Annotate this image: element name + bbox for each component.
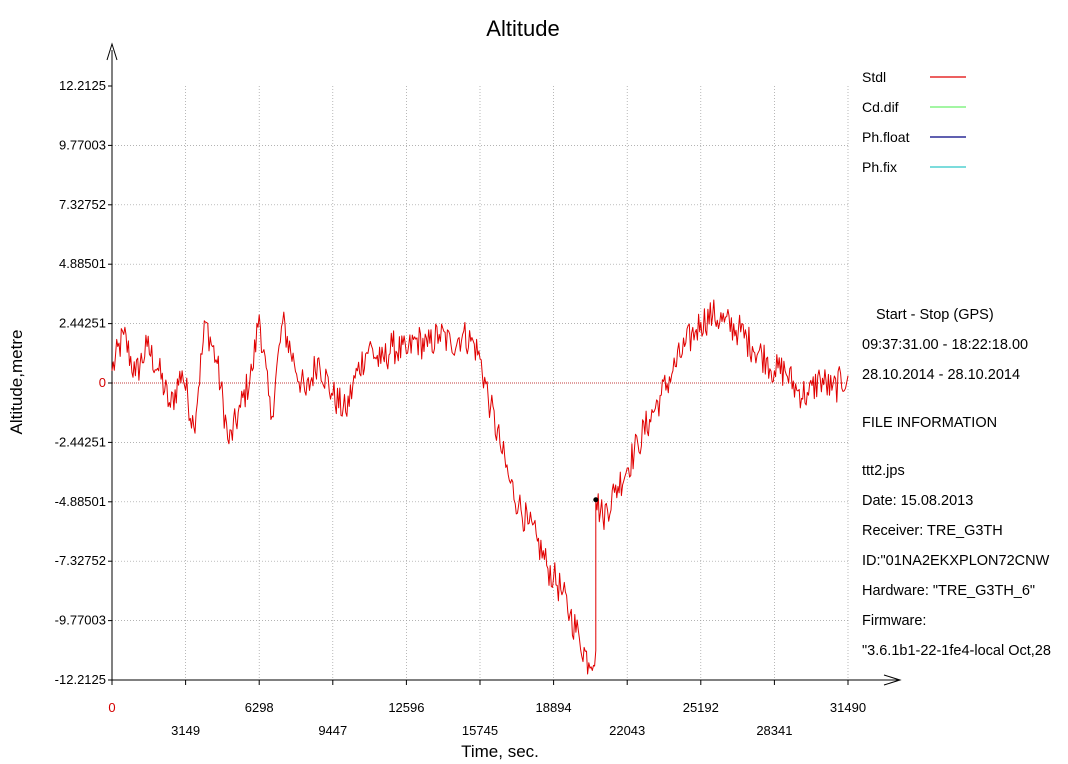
- x-axis-arrow: [883, 674, 902, 686]
- x-tick-label: 28341: [756, 723, 792, 738]
- x-tick-label: 18894: [536, 700, 572, 715]
- y-tick-label: -2.44251: [55, 434, 106, 449]
- y-tick-label: 0: [99, 375, 106, 390]
- legend-label: Ph.float: [862, 129, 910, 145]
- x-tick-label: 0: [108, 700, 115, 715]
- receiver-id: ID:"01NA2EKXPLON72CNW: [862, 553, 1050, 569]
- y-tick-label: 9.77003: [59, 137, 106, 152]
- legend-label: Ph.fix: [862, 159, 897, 175]
- x-tick-label: 6298: [245, 700, 274, 715]
- x-axis-title: Time, sec.: [461, 742, 539, 761]
- y-tick-label: -7.32752: [55, 553, 106, 568]
- series-line-stdl: [111, 299, 849, 675]
- chart-axes: [106, 42, 902, 686]
- file-name: ttt2.jps: [862, 463, 905, 479]
- x-tick-label: 25192: [683, 700, 719, 715]
- file-info-title: FILE INFORMATION: [862, 415, 998, 431]
- time-header: Start - Stop (GPS): [876, 307, 994, 323]
- x-tick-label: 22043: [609, 723, 645, 738]
- x-tick-label: 15745: [462, 723, 498, 738]
- y-axis-title: Altitude,metre: [7, 330, 26, 435]
- x-tick-label: 31490: [830, 700, 866, 715]
- info-panel: Start - Stop (GPS) 09:37:31.00 - 18:22:1…: [862, 300, 1068, 666]
- firmware-label: Firmware:: [862, 613, 927, 629]
- x-tick-labels: 0 3149 6298 9447 12596 15745 18894 22043 25192 28…: [108, 700, 866, 738]
- firmware-value: "3.6.1b1-22-1fe4-local Oct,28: [862, 643, 1051, 659]
- x-tick-label: 3149: [171, 723, 200, 738]
- file-date: Date: 15.08.2013: [862, 493, 974, 509]
- receiver: Receiver: TRE_G3TH: [862, 523, 1003, 539]
- chart-title: Altitude: [486, 16, 559, 41]
- date-range: 28.10.2014 - 28.10.2014: [862, 367, 1021, 383]
- time-range: 09:37:31.00 - 18:22:18.00: [862, 337, 1029, 353]
- marker-point: [593, 497, 599, 503]
- y-tick-label: 2.44251: [59, 316, 106, 331]
- y-tick-label: -4.88501: [55, 494, 106, 509]
- y-tick-label: 4.88501: [59, 256, 106, 271]
- legend-label: Stdl: [862, 69, 886, 85]
- hardware: Hardware: "TRE_G3TH_6": [862, 583, 1036, 599]
- series-layer: [111, 299, 849, 675]
- x-tick-label: 12596: [388, 700, 424, 715]
- y-axis-arrow: [106, 42, 118, 61]
- x-tick-label: 9447: [318, 723, 347, 738]
- y-tick-label: 7.32752: [59, 197, 106, 212]
- legend-label: Cd.dif: [862, 99, 899, 115]
- legend: Stdl Cd.dif Ph.float Ph.fix: [862, 69, 966, 175]
- y-tick-label: -12.2125: [55, 672, 106, 687]
- y-tick-label: 12.2125: [59, 78, 106, 93]
- chart-grid: [108, 85, 849, 685]
- y-tick-labels: 12.2125 9.77003 7.32752 4.88501 2.44251 0 -2.4…: [55, 78, 106, 687]
- y-tick-label: -9.77003: [55, 613, 106, 628]
